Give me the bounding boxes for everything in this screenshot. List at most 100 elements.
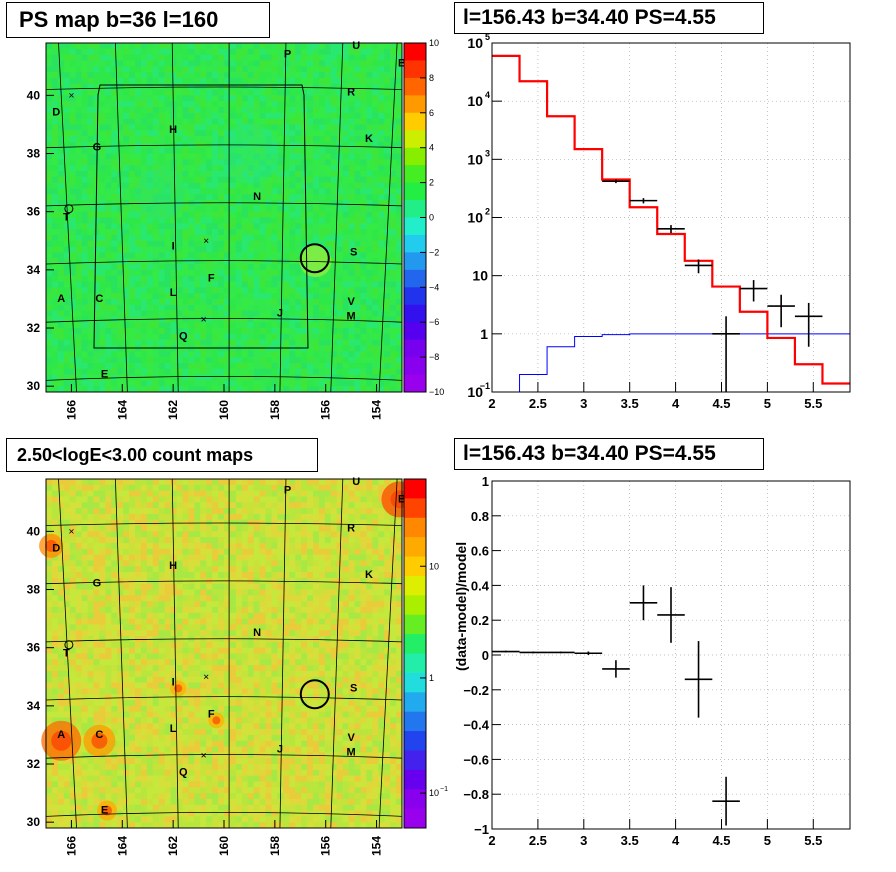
source-label: T: [63, 211, 70, 223]
colorbar-segment: [404, 357, 426, 376]
colorbar-segment: [404, 537, 426, 558]
source-label: I: [172, 240, 175, 252]
colorbar-segment: [404, 479, 426, 499]
source-label: P: [284, 485, 291, 497]
source-label: V: [347, 296, 355, 308]
source-label: Q: [179, 331, 188, 343]
colorbar: [403, 478, 427, 829]
y-tick-label: 10: [472, 268, 488, 284]
source-label: A: [57, 729, 65, 741]
y-tick-label: −0.6: [463, 752, 489, 767]
x-tick-labels: 2 2.5 3 3.5 4 4.5 5 5.5: [488, 396, 822, 411]
x-tick-label: 5: [764, 396, 771, 411]
colorbar-segment: [404, 517, 426, 538]
x-tick-label: 2.5: [529, 396, 547, 411]
colorbar-segment: [404, 322, 426, 341]
y-tick-label: 36: [27, 205, 41, 219]
x-tick-label: 156: [319, 836, 333, 856]
source-label: Q: [179, 767, 188, 779]
colorbar-tick-label: 1: [429, 673, 434, 683]
colorbar-segment: [404, 112, 426, 131]
colorbar-segment: [404, 60, 426, 79]
x-tick-label: 162: [166, 836, 180, 856]
count-map-title: 2.50<logE<3.00 count maps: [6, 438, 318, 472]
colorbar-segment: [404, 269, 426, 288]
data-point: [739, 280, 768, 302]
residual-plot: 2 2.5 3 3.5 4 4.5 5 5.5 −1 −0.8 −0.6 −0.4 −0.2 0 0.2 0.…: [453, 474, 851, 848]
x-tick-label: 156: [319, 400, 333, 420]
residual-title: l=156.43 b=34.40 PS=4.55: [454, 438, 764, 470]
x-tick-label: 5.5: [804, 833, 822, 848]
cross-marker: [201, 753, 206, 758]
cross-marker: [69, 93, 74, 98]
grid-longitude-line: [330, 478, 344, 829]
colorbar-segment: [404, 731, 426, 751]
small-circle-marker: [64, 204, 74, 214]
colorbar-segment: [404, 165, 426, 184]
cross-marker: [201, 317, 206, 322]
roi-box: [93, 84, 309, 349]
hot-spot-core: [51, 730, 72, 751]
x-tick-label: 162: [166, 400, 180, 420]
source-label: D: [52, 107, 60, 119]
colorbar-tick-label: 2: [429, 178, 434, 188]
hot-spot-core: [91, 732, 108, 749]
residual-point: [574, 651, 603, 655]
grid-latitude-line: [45, 638, 403, 643]
x-tick-label: 164: [115, 400, 129, 420]
colorbar-segment: [404, 498, 426, 519]
x-tick-label: 3: [580, 396, 587, 411]
x-tick-label: 158: [268, 836, 282, 856]
colorbar-tick-label: −10: [429, 387, 444, 397]
y-tick-label: 0: [482, 648, 489, 663]
source-label: G: [93, 142, 102, 154]
source-label: R: [347, 522, 355, 534]
y-tick-label: 32: [27, 757, 41, 771]
grid-latitude-line: [45, 754, 403, 759]
source-label: G: [93, 578, 102, 590]
y-tick-label: 10: [467, 93, 483, 109]
residual-point: [684, 641, 713, 718]
colorbar-segment: [404, 789, 426, 810]
colorbar-segment: [404, 595, 426, 616]
colorbar-segment: [404, 182, 426, 201]
source-label: K: [365, 133, 373, 145]
ts-spot: [134, 168, 187, 221]
grid-latitude-line: [45, 144, 403, 149]
data-point: [629, 198, 658, 204]
colorbar-tick-label: 10: [429, 561, 439, 571]
source-label: H: [169, 124, 177, 136]
candidate-circle: [299, 679, 330, 710]
grid-latitude-line: [45, 375, 403, 381]
colorbar-segment: [404, 252, 426, 271]
y-tick-label: 0.2: [471, 613, 489, 628]
y-tick-label: −1: [474, 822, 489, 837]
grid-latitude-line: [45, 202, 403, 207]
source-label: A: [57, 293, 65, 305]
data-point: [657, 225, 685, 234]
source-label: N: [253, 627, 261, 639]
x-tick-label: 154: [370, 836, 384, 856]
x-tick-label: 5.5: [804, 396, 822, 411]
y-tick-label: −0.4: [463, 718, 489, 733]
source-label: L: [170, 723, 177, 735]
colorbar-tick-label: 8: [429, 73, 434, 83]
source-label: S: [350, 682, 357, 694]
x-tick-label: 5: [764, 833, 771, 848]
source-label: U: [352, 40, 360, 52]
colorbar-segment: [404, 130, 426, 149]
y-tick-label: 38: [27, 147, 41, 161]
grid-latitude-line: [45, 696, 403, 701]
x-tick-label: 2: [488, 396, 495, 411]
small-circle-marker: [64, 640, 74, 650]
y-tick-labels: 30 32 34 36 38 40: [27, 524, 41, 829]
colorbar-tick-label: −2: [429, 247, 439, 257]
colorbar-tick-label: 10: [429, 38, 439, 48]
colorbar-segment: [404, 287, 426, 306]
x-tick-label: 2: [488, 833, 495, 848]
cross-marker: [69, 529, 74, 534]
y-tick-label: 34: [27, 263, 41, 277]
